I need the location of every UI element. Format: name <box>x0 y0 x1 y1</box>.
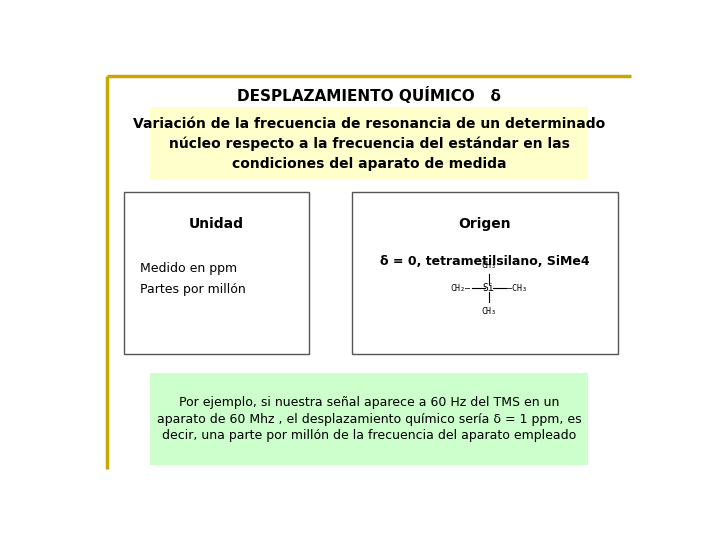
Text: condiciones del aparato de medida: condiciones del aparato de medida <box>232 157 506 171</box>
Text: decir, una parte por millón de la frecuencia del aparato empleado: decir, una parte por millón de la frecue… <box>162 429 576 442</box>
Bar <box>124 192 309 354</box>
Text: Variación de la frecuencia de resonancia de un determinado: Variación de la frecuencia de resonancia… <box>133 117 605 131</box>
Text: Si: Si <box>483 283 495 293</box>
Bar <box>150 107 588 180</box>
Bar <box>352 192 618 354</box>
Text: Unidad: Unidad <box>189 217 244 231</box>
Text: —CH₃: —CH₃ <box>507 284 527 293</box>
Text: aparato de 60 Mhz , el desplazamiento químico sería δ = 1 ppm, es: aparato de 60 Mhz , el desplazamiento qu… <box>157 413 581 426</box>
Text: Partes por millón: Partes por millón <box>140 283 246 296</box>
Bar <box>150 373 588 465</box>
Text: núcleo respecto a la frecuencia del estándar en las: núcleo respecto a la frecuencia del está… <box>168 137 570 151</box>
Text: Origen: Origen <box>459 217 511 231</box>
Text: Medido en ppm: Medido en ppm <box>140 262 237 275</box>
Text: Por ejemplo, si nuestra señal aparece a 60 Hz del TMS en un: Por ejemplo, si nuestra señal aparece a … <box>179 396 559 409</box>
Text: CH₃: CH₃ <box>481 261 496 269</box>
Text: δ = 0, tetrametilsilano, SiMe4: δ = 0, tetrametilsilano, SiMe4 <box>380 255 590 268</box>
Text: CH₂—: CH₂— <box>450 284 470 293</box>
Text: DESPLAZAMIENTO QUÍMICO   δ: DESPLAZAMIENTO QUÍMICO δ <box>237 87 501 104</box>
Text: CH₃: CH₃ <box>481 307 496 315</box>
